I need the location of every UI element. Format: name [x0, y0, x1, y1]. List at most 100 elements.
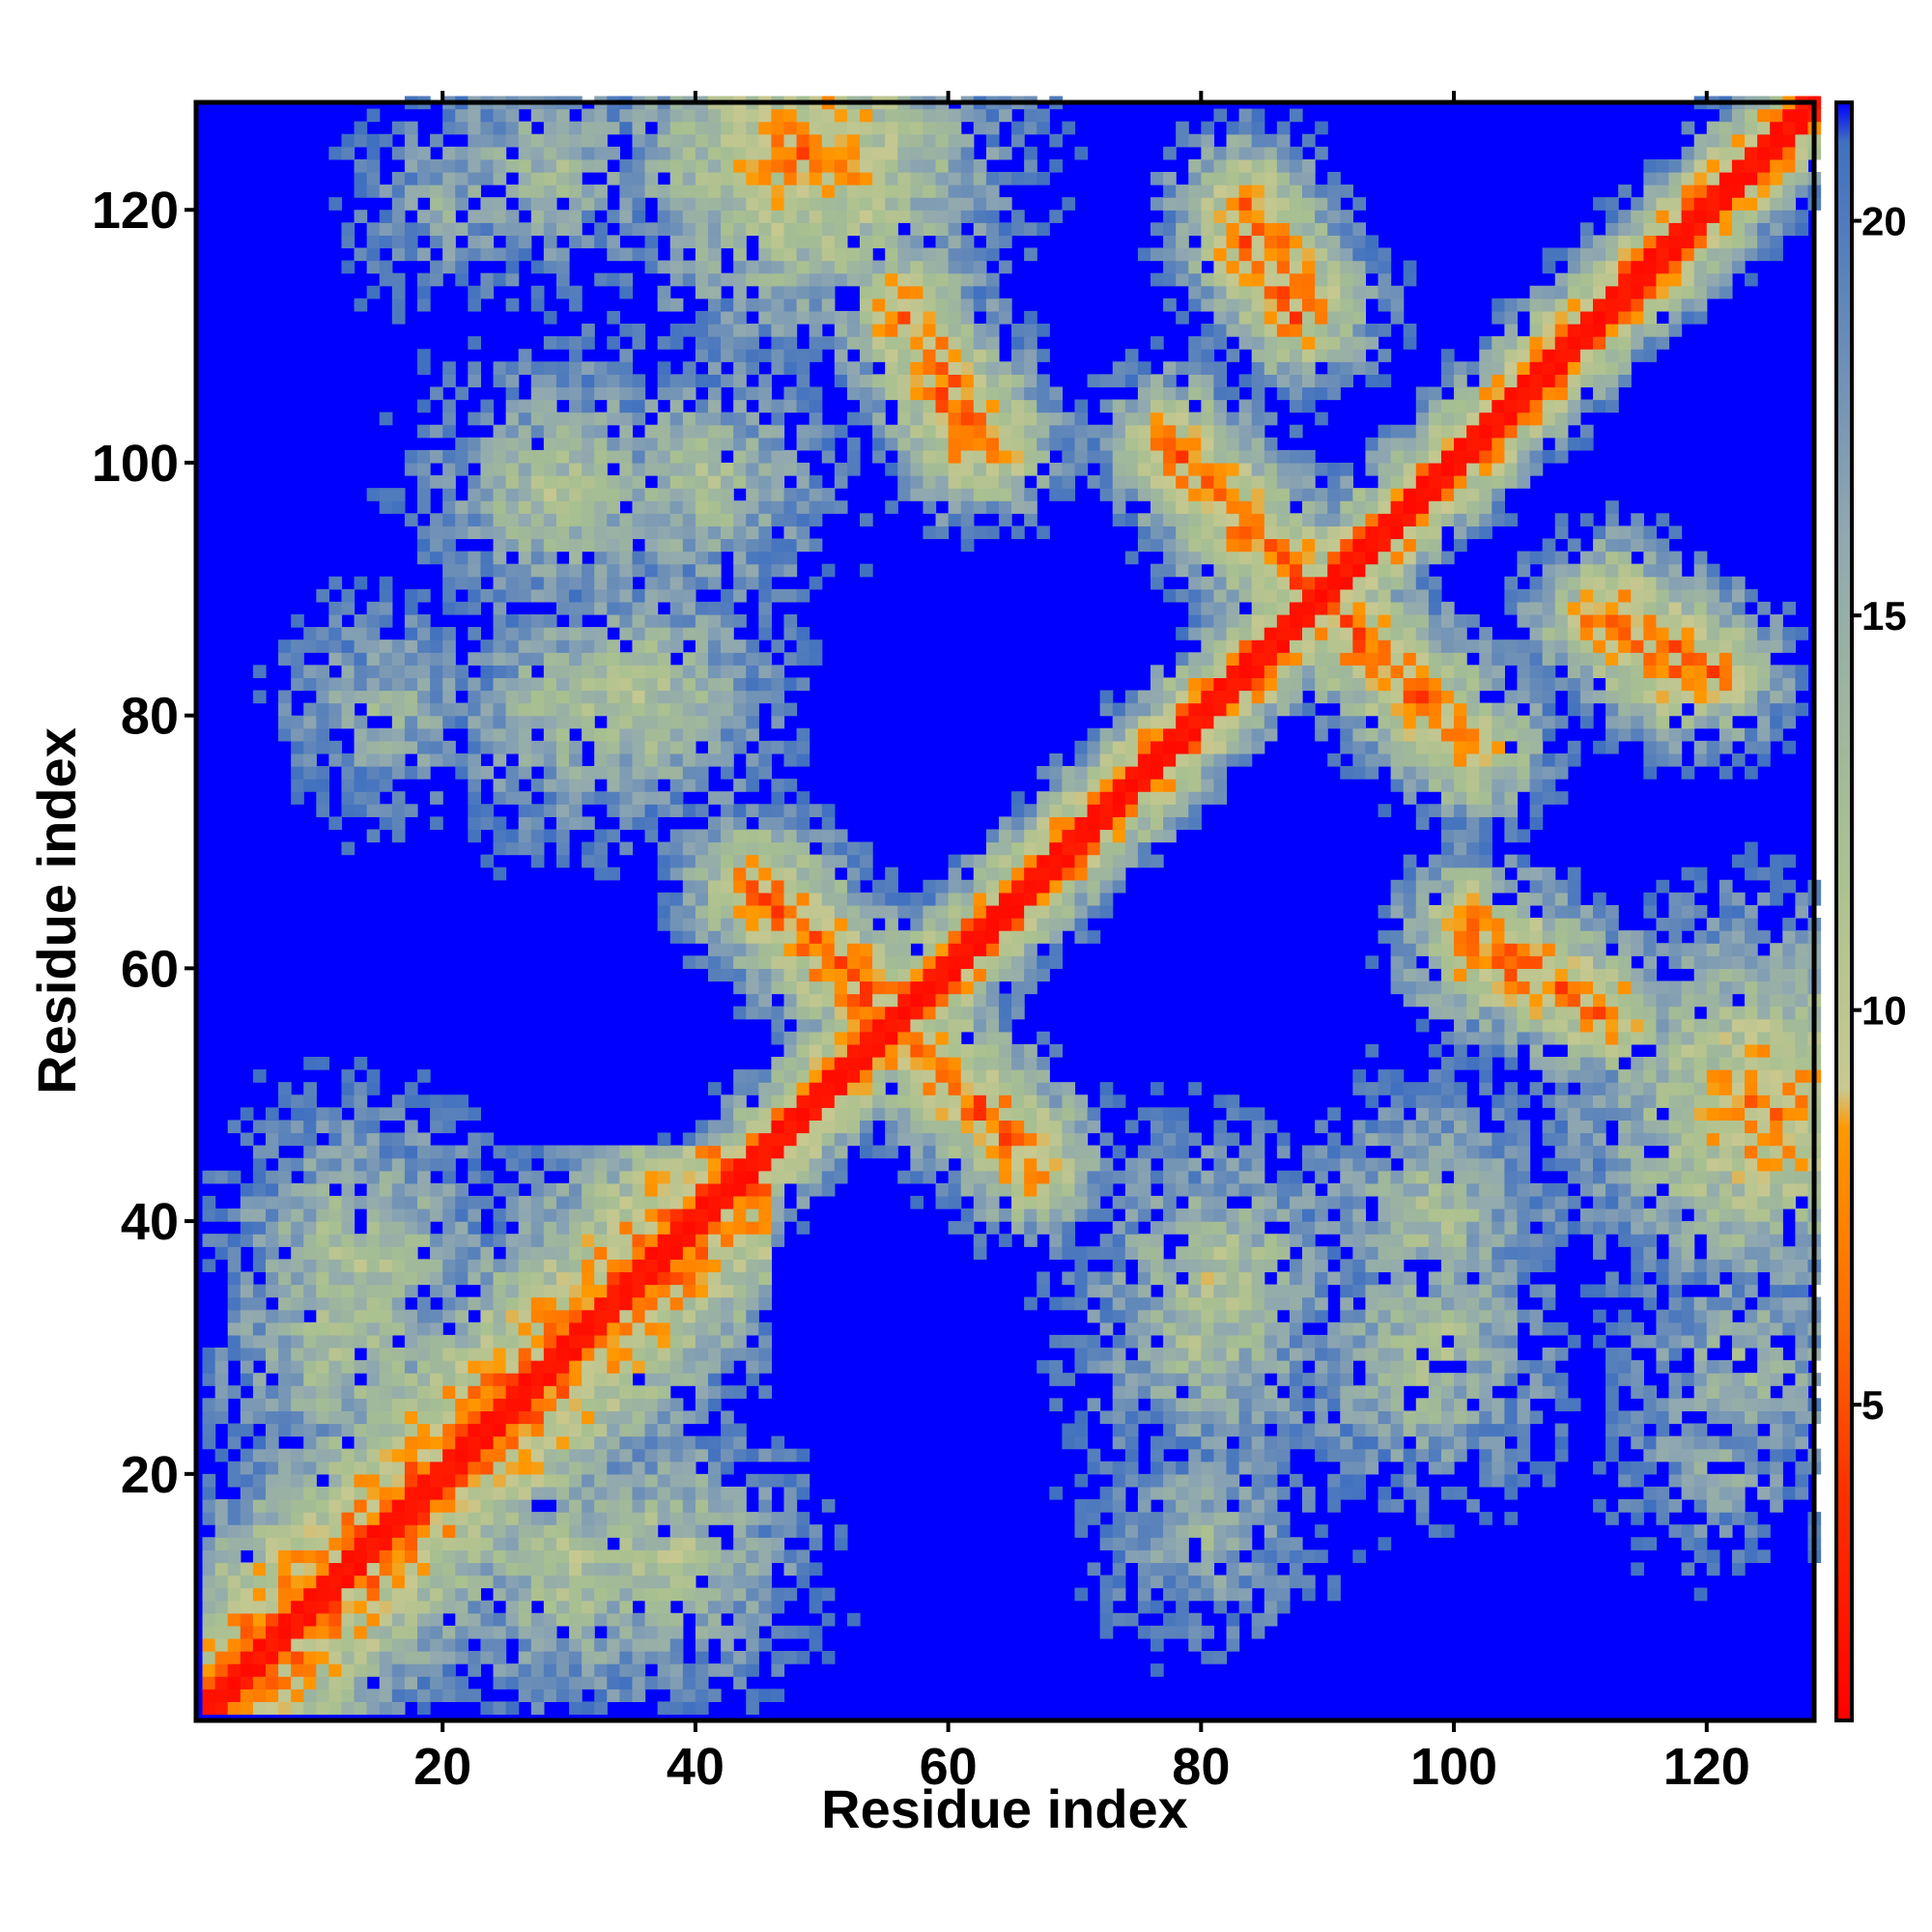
heatmap-cell [1656, 943, 1670, 956]
heatmap-cell [973, 1094, 987, 1108]
heatmap-cell [582, 1562, 595, 1577]
heatmap-cell [948, 1120, 962, 1134]
heatmap-cell [682, 1157, 696, 1172]
heatmap-cell [1087, 1499, 1101, 1513]
heatmap-cell [619, 1448, 634, 1463]
heatmap-cell [430, 1562, 443, 1577]
heatmap-cell [316, 1398, 330, 1411]
heatmap-cell [1593, 1120, 1606, 1134]
heatmap-cell [1454, 1234, 1467, 1247]
heatmap-cell [505, 1246, 520, 1260]
heatmap-cell [1099, 1537, 1114, 1550]
heatmap-cell [1504, 1246, 1519, 1260]
heatmap-cell [303, 1461, 317, 1475]
heatmap-cell [1782, 1195, 1796, 1209]
heatmap-cell [430, 1373, 443, 1386]
heatmap-cell [973, 879, 987, 894]
heatmap-cell [341, 1195, 355, 1209]
heatmap-cell [821, 1120, 836, 1134]
heatmap-cell [1466, 1334, 1480, 1349]
heatmap-cell [493, 1284, 507, 1298]
heatmap-cell [1643, 1461, 1658, 1475]
heatmap-cell [1656, 1271, 1670, 1286]
heatmap-cell [1479, 1018, 1492, 1033]
heatmap-cell [746, 1347, 759, 1361]
heatmap-cell [240, 1512, 254, 1525]
heatmap-cell [455, 1612, 469, 1627]
heatmap-cell [1719, 1360, 1733, 1374]
heatmap-cell [227, 1612, 242, 1627]
heatmap-cell [1415, 1499, 1430, 1513]
heatmap-cell [1188, 1423, 1202, 1437]
heatmap-cell [809, 1006, 823, 1020]
heatmap-cell [1567, 918, 1581, 931]
heatmap-cell [695, 1132, 709, 1147]
heatmap-cell [1327, 1334, 1341, 1349]
heatmap-cell [1731, 1132, 1746, 1147]
heatmap-cell [505, 1373, 520, 1386]
heatmap-cell [518, 1537, 532, 1550]
heatmap-cell [1188, 1132, 1202, 1147]
heatmap-cell [1074, 854, 1089, 868]
heatmap-cell [430, 1448, 443, 1463]
heatmap-cell [771, 1663, 785, 1677]
heatmap-cell [1440, 993, 1455, 1008]
heatmap-cell [1492, 1398, 1505, 1411]
heatmap-cell [1062, 1157, 1076, 1172]
heatmap-cell [721, 816, 734, 831]
heatmap-cell [594, 1360, 608, 1374]
heatmap-cell [1099, 904, 1114, 919]
heatmap-cell [227, 1549, 242, 1564]
heatmap-cell [758, 955, 773, 969]
heatmap-cell [1542, 1259, 1556, 1273]
heatmap-cell [1554, 1385, 1569, 1399]
heatmap-cell [1542, 1031, 1556, 1045]
heatmap-cell [1643, 1132, 1658, 1147]
heatmap-cell [783, 943, 798, 956]
heatmap-cell [1024, 1043, 1037, 1058]
heatmap-cell [1226, 1625, 1240, 1639]
heatmap-cell [1745, 1195, 1758, 1209]
heatmap-cell [455, 1334, 469, 1349]
heatmap-cell [543, 1296, 557, 1311]
heatmap-cell [455, 1398, 469, 1411]
heatmap-cell [1289, 1321, 1303, 1336]
heatmap-cell [366, 1296, 381, 1311]
heatmap-cell [379, 1701, 393, 1716]
heatmap-cell [923, 1157, 937, 1172]
heatmap-cell [455, 1575, 469, 1589]
heatmap-cell [518, 1347, 532, 1361]
heatmap-cell [1137, 816, 1151, 831]
heatmap-cell [1087, 1246, 1101, 1260]
heatmap-cell [657, 1473, 671, 1488]
heatmap-cell [1517, 904, 1531, 919]
heatmap-cell [455, 1651, 469, 1664]
heatmap-cell [1668, 1031, 1683, 1045]
heatmap-cell [1024, 1120, 1037, 1134]
heatmap-cell [1390, 1473, 1405, 1488]
heatmap-cell [998, 904, 1025, 919]
heatmap-cell [669, 1625, 684, 1639]
heatmap-cell [442, 1373, 456, 1386]
heatmap-cell [1024, 1208, 1037, 1222]
heatmap-cell [1504, 1170, 1519, 1184]
heatmap-cell [1479, 1195, 1492, 1209]
heatmap-cell [960, 1170, 975, 1184]
heatmap-cell [1251, 1195, 1265, 1209]
heatmap-cell [721, 930, 734, 944]
heatmap-cell [1137, 1195, 1151, 1209]
heatmap-cell [1150, 1309, 1164, 1323]
heatmap-cell [1403, 1157, 1417, 1172]
heatmap-cell [998, 1182, 1012, 1197]
heatmap-cell [530, 1221, 545, 1235]
heatmap-cell [783, 867, 798, 881]
heatmap-cell [1782, 930, 1796, 944]
heatmap-cell [291, 1094, 304, 1108]
heatmap-cell [1643, 1246, 1658, 1260]
heatmap-cell [417, 1069, 431, 1083]
heatmap-cell [1440, 1157, 1455, 1172]
heatmap-cell [783, 904, 798, 919]
heatmap-cell [442, 1360, 456, 1374]
heatmap-cell [1024, 1107, 1037, 1122]
heatmap-cell [468, 1486, 482, 1500]
